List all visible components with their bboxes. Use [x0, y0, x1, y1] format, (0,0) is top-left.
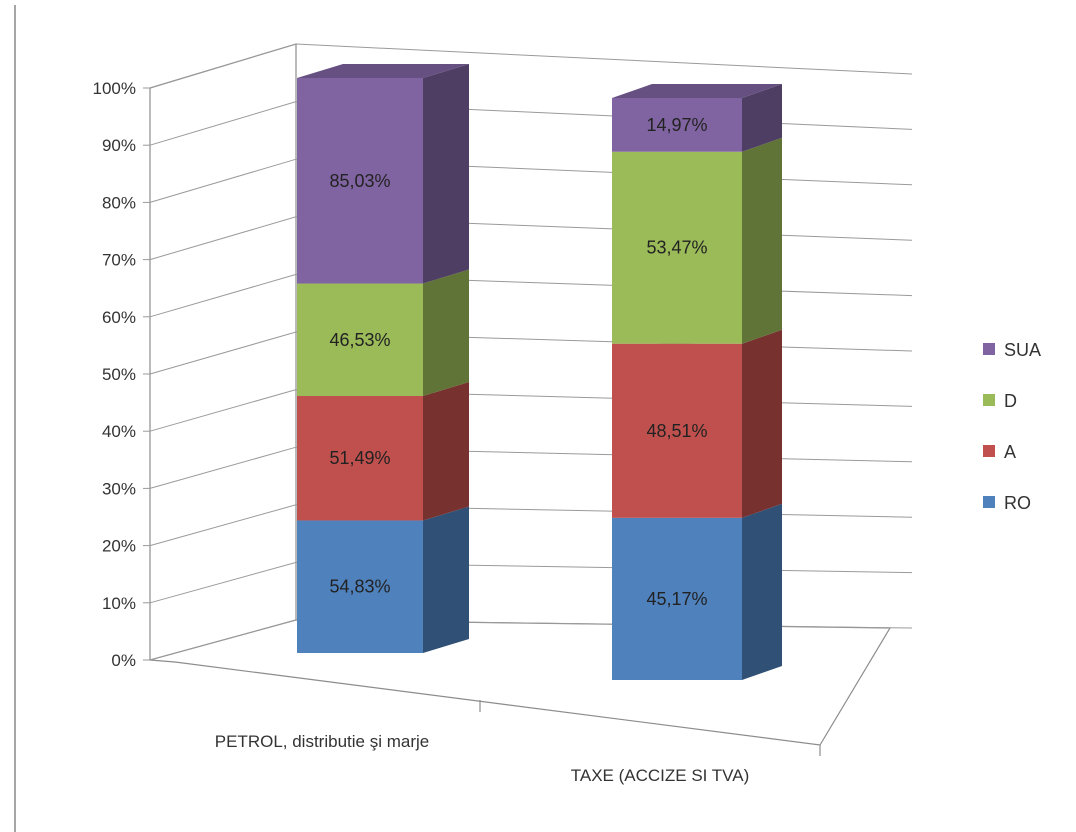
y-tick-label: 80%: [102, 193, 136, 212]
y-tick-label: 90%: [102, 136, 136, 155]
bar-segment-a: 51,49%: [297, 382, 469, 521]
y-tick-label: 100%: [93, 79, 136, 98]
gridline: [149, 158, 913, 203]
gridline: [149, 273, 913, 318]
bar-stack: 45,17% 48,51% 53,47% 14,97%: [612, 84, 782, 680]
legend-swatch: [983, 445, 995, 457]
bar-side-face: [423, 382, 469, 521]
bar-side-face: [423, 64, 469, 284]
data-label: 51,49%: [329, 448, 390, 468]
bar-side-face: [742, 503, 782, 680]
category-labels: PETROL, distributie şi marje TAXE (ACCIZE…: [215, 732, 749, 785]
legend-label: SUA: [1004, 340, 1041, 360]
gridline: [149, 43, 913, 89]
data-label: 48,51%: [646, 421, 707, 441]
category-label: TAXE (ACCIZE SI TVA): [571, 766, 750, 785]
bar-segment-d: 46,53%: [297, 269, 469, 397]
bar-side-face: [742, 329, 782, 518]
bar-segment-ro: 45,17%: [612, 503, 782, 680]
bar-segment-d: 53,47%: [612, 137, 782, 344]
gridline: [149, 216, 913, 261]
data-label: 53,47%: [646, 238, 707, 258]
legend-item-d: D: [983, 391, 1017, 411]
y-axis-ticks: 0% 10% 20% 30% 40% 50% 60% 70% 80% 90% 100%: [93, 79, 150, 670]
bar-front-face: [612, 343, 742, 518]
y-tick-label: 40%: [102, 422, 136, 441]
legend-swatch: [983, 496, 995, 508]
bar-side-face: [742, 84, 782, 152]
bar-stack: 54,83% 51,49% 46,53% 85,03%: [297, 64, 469, 653]
bar-top-face: [297, 64, 469, 78]
bar-front-face: [612, 151, 742, 344]
bar-front-face: [297, 396, 423, 521]
legend-label: A: [1004, 442, 1016, 462]
bar-segment-sua: 14,97%: [612, 84, 782, 152]
gridline: [149, 504, 913, 547]
bar-side-face: [423, 269, 469, 396]
bar-front-face: [612, 98, 742, 152]
gridline: [149, 619, 913, 661]
bar-segment-ro: 54,83%: [297, 506, 469, 653]
y-tick-label: 20%: [102, 537, 136, 556]
gridline: [149, 389, 913, 432]
gridline: [149, 331, 913, 375]
bar-top-face: [612, 84, 782, 98]
legend-swatch: [983, 394, 995, 406]
y-tick-label: 30%: [102, 479, 136, 498]
category-label: PETROL, distributie şi marje: [215, 732, 429, 751]
y-tick-label: 50%: [102, 365, 136, 384]
bar-side-face: [423, 506, 469, 653]
data-label: 45,17%: [646, 589, 707, 609]
gridline: [149, 101, 913, 146]
bar-front-face: [297, 283, 423, 397]
legend: SUA D A RO: [983, 340, 1041, 513]
legend-item-sua: SUA: [983, 340, 1041, 360]
side-wall: [149, 43, 297, 661]
data-label: 46,53%: [329, 330, 390, 350]
legend-label: RO: [1004, 493, 1031, 513]
bar-segment-sua: 85,03%: [297, 64, 469, 284]
y-tick-label: 70%: [102, 251, 136, 270]
data-label: 85,03%: [329, 171, 390, 191]
bar-front-face: [297, 520, 423, 653]
bar-front-face: [297, 78, 423, 284]
legend-label: D: [1004, 391, 1017, 411]
data-label: 54,83%: [329, 577, 390, 597]
legend-item-ro: RO: [983, 493, 1031, 513]
y-tick-label: 60%: [102, 308, 136, 327]
bar-segment-a: 48,51%: [612, 329, 782, 518]
gridline: [149, 561, 913, 604]
legend-item-a: A: [983, 442, 1016, 462]
legend-swatch: [983, 343, 995, 355]
gridlines: [149, 43, 913, 661]
y-tick-label: 0%: [111, 651, 136, 670]
y-tick-label: 10%: [102, 594, 136, 613]
gridline: [149, 446, 913, 489]
data-label: 14,97%: [646, 115, 707, 135]
bar-front-face: [612, 517, 742, 680]
bar-side-face: [742, 137, 782, 344]
bars: 54,83% 51,49% 46,53% 85,03% 45,17% 48,51% 53,4…: [297, 64, 782, 680]
